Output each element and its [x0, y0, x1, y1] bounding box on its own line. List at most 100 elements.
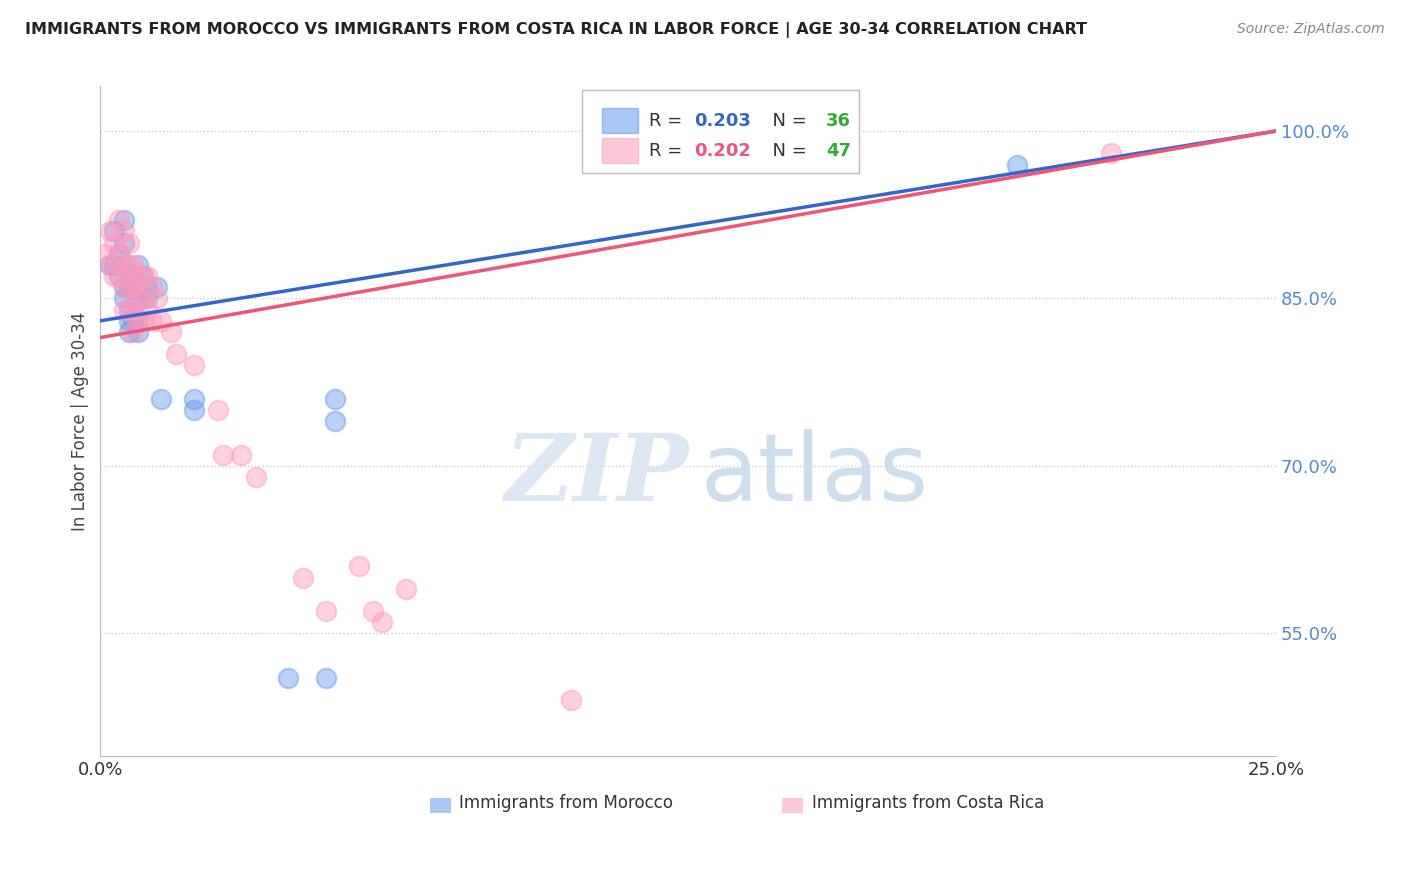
Point: [127, 269, 149, 284]
Point: [127, 292, 149, 306]
Point: [183, 359, 205, 373]
Point: [112, 258, 135, 272]
FancyBboxPatch shape: [582, 90, 859, 173]
Point: [371, 615, 394, 630]
Point: [122, 302, 145, 317]
Point: [98, 225, 121, 239]
Point: [315, 604, 337, 618]
Point: [117, 280, 139, 294]
Point: [108, 213, 131, 227]
Point: [136, 302, 159, 317]
Point: [560, 693, 582, 707]
Point: [122, 280, 145, 294]
Point: [231, 448, 253, 462]
Bar: [602, 138, 637, 163]
Bar: [782, 798, 803, 814]
Y-axis label: In Labor Force | Age 30-34: In Labor Force | Age 30-34: [72, 311, 89, 531]
Text: 0.202: 0.202: [695, 143, 751, 161]
Point: [103, 235, 125, 250]
Point: [117, 302, 139, 317]
Point: [112, 258, 135, 272]
Point: [103, 269, 125, 284]
Point: [1099, 146, 1122, 161]
Point: [325, 392, 347, 406]
Point: [146, 280, 169, 294]
Point: [122, 325, 145, 339]
Point: [112, 302, 135, 317]
Point: [108, 247, 131, 261]
Point: [117, 314, 139, 328]
Text: Source: ZipAtlas.com: Source: ZipAtlas.com: [1237, 22, 1385, 37]
Text: R =: R =: [650, 143, 689, 161]
Point: [122, 258, 145, 272]
Point: [211, 448, 233, 462]
Point: [131, 314, 153, 328]
Point: [112, 225, 135, 239]
Point: [150, 392, 173, 406]
Point: [122, 269, 145, 284]
Point: [277, 671, 299, 685]
Text: Immigrants from Costa Rica: Immigrants from Costa Rica: [811, 794, 1043, 812]
Text: 47: 47: [825, 143, 851, 161]
Point: [1007, 157, 1029, 171]
Text: R =: R =: [650, 112, 689, 130]
Point: [165, 347, 187, 361]
Point: [136, 292, 159, 306]
Point: [131, 292, 153, 306]
Point: [141, 280, 163, 294]
Point: [127, 258, 149, 272]
Point: [141, 314, 163, 328]
Point: [117, 280, 139, 294]
Point: [127, 314, 149, 328]
Point: [112, 280, 135, 294]
Point: [98, 258, 121, 272]
Text: atlas: atlas: [700, 429, 928, 521]
Point: [361, 604, 384, 618]
Point: [112, 213, 135, 227]
Point: [347, 559, 370, 574]
Point: [117, 325, 139, 339]
Point: [117, 269, 139, 284]
Point: [112, 292, 135, 306]
Point: [103, 225, 125, 239]
Point: [122, 314, 145, 328]
Text: IMMIGRANTS FROM MOROCCO VS IMMIGRANTS FROM COSTA RICA IN LABOR FORCE | AGE 30-34: IMMIGRANTS FROM MOROCCO VS IMMIGRANTS FR…: [25, 22, 1087, 38]
Point: [108, 269, 131, 284]
Text: 36: 36: [825, 112, 851, 130]
Point: [131, 269, 153, 284]
Text: N =: N =: [761, 143, 813, 161]
Point: [117, 258, 139, 272]
Point: [108, 269, 131, 284]
Point: [146, 292, 169, 306]
Point: [112, 235, 135, 250]
Point: [127, 314, 149, 328]
Point: [207, 403, 229, 417]
Point: [183, 392, 205, 406]
Point: [315, 671, 337, 685]
Point: [103, 258, 125, 272]
Point: [131, 269, 153, 284]
Point: [122, 302, 145, 317]
Bar: [602, 108, 637, 133]
Text: 0.203: 0.203: [695, 112, 751, 130]
Point: [122, 280, 145, 294]
Point: [291, 570, 314, 584]
Point: [325, 414, 347, 428]
Point: [98, 258, 121, 272]
Point: [136, 280, 159, 294]
Text: ZIP: ZIP: [503, 430, 688, 520]
Point: [150, 314, 173, 328]
Point: [160, 325, 183, 339]
Point: [94, 247, 117, 261]
Point: [112, 280, 135, 294]
Point: [395, 582, 418, 596]
Point: [117, 235, 139, 250]
Point: [127, 292, 149, 306]
Text: N =: N =: [761, 112, 813, 130]
Point: [136, 269, 159, 284]
Point: [117, 302, 139, 317]
Text: Immigrants from Morocco: Immigrants from Morocco: [458, 794, 673, 812]
Point: [245, 470, 267, 484]
Point: [127, 325, 149, 339]
Point: [183, 403, 205, 417]
